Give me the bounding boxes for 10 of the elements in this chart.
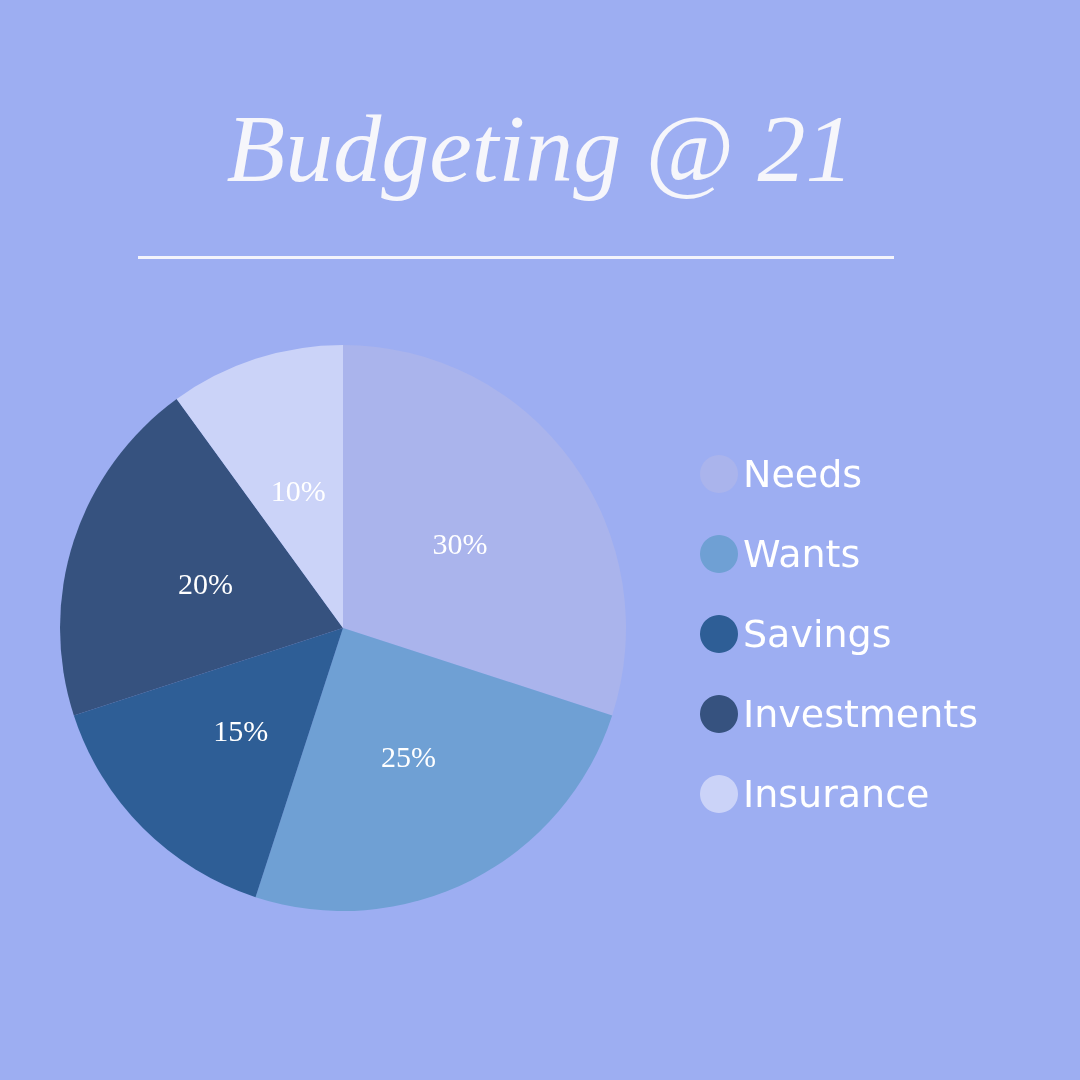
- legend-label: Wants: [743, 532, 861, 576]
- data-label: 30%: [432, 526, 488, 560]
- legend-label: Insurance: [743, 772, 930, 816]
- data-label: 20%: [178, 566, 234, 600]
- data-label: 15%: [213, 713, 269, 747]
- legend-label: Investments: [743, 692, 979, 736]
- legend-label: Needs: [743, 452, 863, 496]
- data-label: 25%: [381, 740, 437, 774]
- legend-label: Savings: [743, 612, 892, 656]
- chart-title: Budgeting @ 21: [226, 94, 854, 202]
